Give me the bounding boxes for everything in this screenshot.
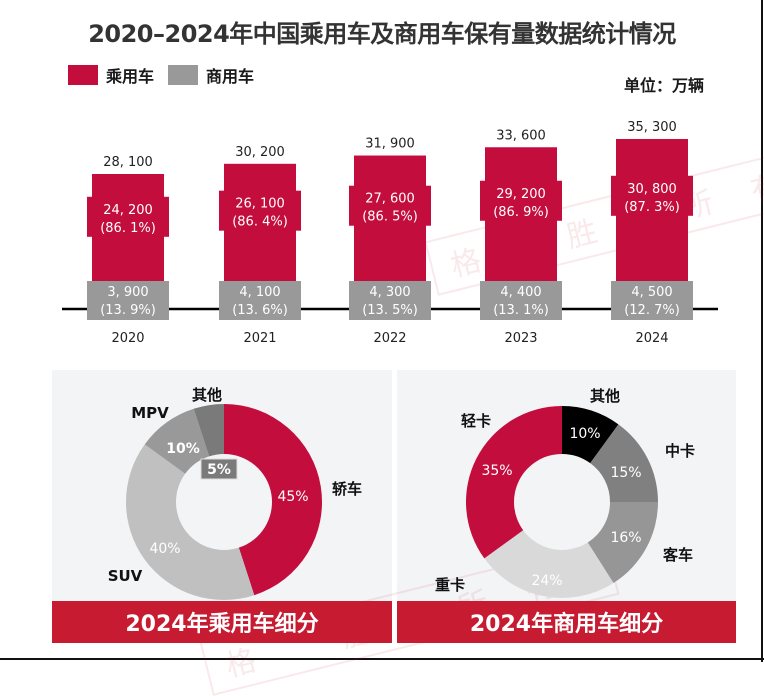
bar-commercial-2021: [219, 281, 301, 320]
commercial-donut-value-label-4: 35%: [481, 463, 512, 479]
chart-title: 2020–2024年中国乘用车及商用车保有量数据统计情况: [88, 20, 676, 48]
x-tick-label-2022: 2022: [373, 331, 406, 346]
passenger-donut-category-label-2: MPV: [131, 404, 169, 422]
legend-item-commercial: 商用车: [168, 63, 254, 87]
passenger-share-label-2024: (87. 3%): [624, 200, 680, 215]
passenger-donut-slice-1: [126, 444, 255, 600]
passenger-donut-category-label-3: 其他: [192, 386, 222, 404]
total-label-2022: 31, 900: [365, 137, 415, 152]
total-label-2021: 30, 200: [235, 145, 285, 160]
bar-passenger-label-box-2020: [87, 196, 169, 237]
x-tick-label-2024: 2024: [635, 331, 668, 346]
total-label-2020: 28, 100: [103, 155, 153, 170]
commercial-donut-category-label-2: 客车: [662, 546, 693, 564]
passenger-donut-slice-2: [144, 408, 210, 474]
commercial-value-label-2020: 3, 900: [107, 285, 148, 300]
frame-border-bottom: [0, 658, 764, 660]
commercial-value-label-2024: 4, 500: [631, 285, 672, 300]
commercial-share-label-2024: (12. 7%): [624, 303, 680, 318]
passenger-share-label-2022: (86. 5%): [362, 210, 418, 225]
legend-swatch-passenger: [68, 65, 98, 85]
commercial-share-label-2020: (13. 9%): [100, 303, 156, 318]
commercial-share-label-2021: (13. 6%): [232, 303, 288, 318]
passenger-donut-value-label-2: 10%: [166, 441, 200, 457]
commercial-donut-category-label-4: 轻卡: [461, 412, 491, 430]
commercial-share-label-2022: (13. 5%): [362, 303, 418, 318]
total-label-2023: 33, 600: [496, 128, 546, 143]
legend-label-passenger: 乘用车: [106, 67, 155, 86]
total-label-2024: 35, 300: [627, 120, 677, 135]
passenger-donut-category-label-1: SUV: [108, 567, 143, 585]
commercial-donut-value-label-1: 15%: [610, 465, 641, 481]
commercial-donut-category-label-0: 其他: [590, 387, 620, 405]
commercial-donut-slice-2: [587, 502, 658, 584]
commercial-donut-slice-4: [466, 406, 562, 559]
passenger-value-label-2021: 26, 100: [235, 197, 285, 212]
passenger-donut-slice-3: [193, 404, 224, 457]
banner-commercial-title: 2024年商用车细分: [397, 601, 736, 643]
passenger-donut-value-label-1: 40%: [149, 541, 180, 557]
commercial-donut-value-label-0: 10%: [569, 426, 600, 442]
commercial-donut-value-label-2: 16%: [610, 530, 641, 546]
passenger-value-label-2023: 29, 200: [496, 187, 546, 202]
passenger-share-label-2021: (86. 4%): [232, 215, 288, 230]
passenger-value-label-2022: 27, 600: [365, 192, 415, 207]
frame-border-right: [761, 0, 763, 662]
passenger-value-label-2024: 30, 800: [627, 182, 677, 197]
x-tick-label-2023: 2023: [504, 331, 537, 346]
commercial-share-label-2023: (13. 1%): [493, 303, 549, 318]
bar-commercial-2020: [87, 281, 169, 320]
legend-item-passenger: 乘用车: [68, 63, 154, 87]
commercial-donut-category-label-1: 中卡: [665, 442, 695, 460]
commercial-value-label-2022: 4, 300: [369, 285, 410, 300]
passenger-share-label-2020: (86. 1%): [100, 221, 156, 236]
legend-swatch-commercial: [168, 65, 199, 85]
bar-passenger-label-box-2024: [611, 175, 693, 216]
passenger-value-label-2020: 24, 200: [103, 203, 153, 218]
bar-commercial-2022: [349, 281, 431, 320]
bar-passenger-label-box-2021: [219, 190, 301, 231]
passenger-share-label-2023: (86. 9%): [493, 205, 549, 220]
commercial-donut-value-label-3: 24%: [531, 573, 562, 589]
x-tick-label-2021: 2021: [243, 331, 276, 346]
banner-passenger-title: 2024年乘用车细分: [52, 601, 392, 643]
commercial-value-label-2021: 4, 100: [239, 285, 280, 300]
bar-passenger-label-box-2022: [349, 185, 431, 226]
passenger-donut-value-label-0: 45%: [277, 489, 308, 505]
unit-label: 单位：万辆: [623, 76, 704, 95]
chart-canvas: 28, 100 24, 200 (86. 1%) 3, 900 (13. 9%) 2020…: [62, 120, 718, 600]
passenger-donut-value-label-3: 5%: [207, 462, 231, 478]
commercial-value-label-2023: 4, 400: [500, 285, 541, 300]
passenger-donut-category-label-0: 轿车: [332, 480, 362, 498]
commercial-donut-slice-1: [590, 424, 658, 502]
bar-commercial-2024: [611, 281, 693, 320]
legend: 乘用车 商用车: [68, 63, 268, 87]
x-tick-label-2020: 2020: [111, 331, 144, 346]
commercial-donut-slice-0: [562, 406, 619, 464]
commercial-donut-category-label-3: 重卡: [435, 576, 465, 594]
passenger-donut-slice-0: [224, 404, 322, 596]
commercial-donut-slice-3: [484, 530, 614, 598]
bar-passenger-label-box-2023: [480, 180, 562, 221]
bar-commercial-2023: [480, 281, 562, 320]
legend-label-commercial: 商用车: [206, 67, 255, 86]
passenger-donut-value-box-3: [200, 458, 238, 480]
